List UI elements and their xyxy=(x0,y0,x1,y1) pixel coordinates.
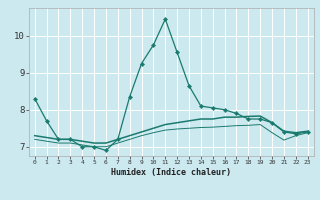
X-axis label: Humidex (Indice chaleur): Humidex (Indice chaleur) xyxy=(111,168,231,177)
